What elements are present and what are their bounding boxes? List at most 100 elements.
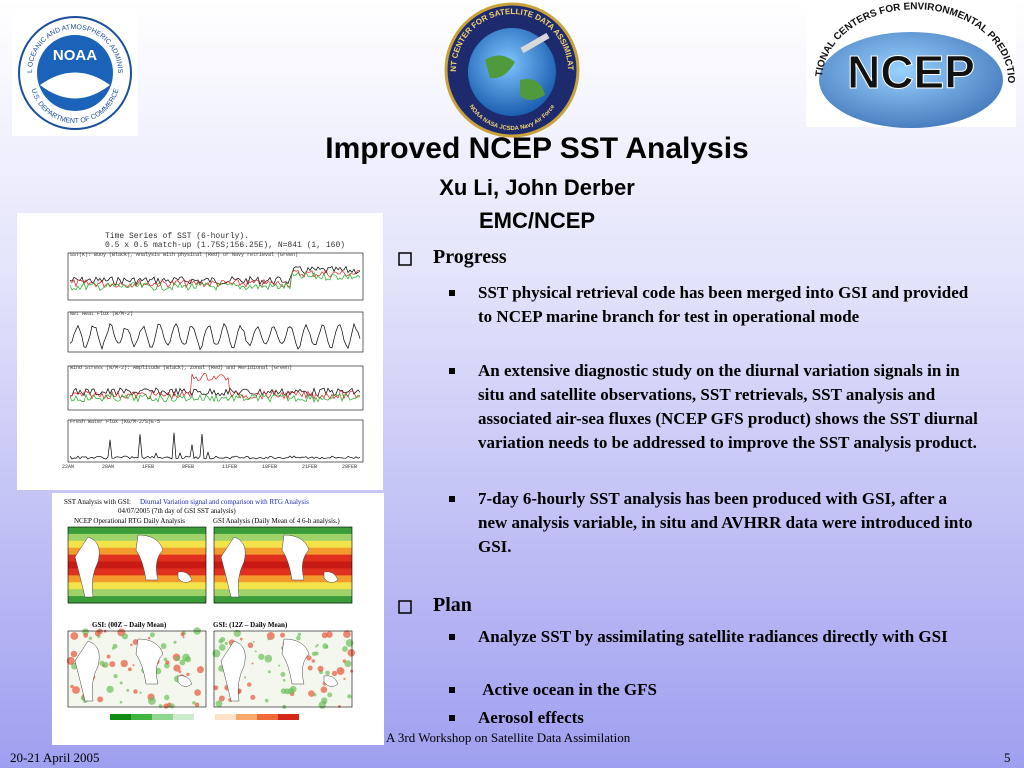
map-blob <box>164 694 170 701</box>
continents <box>220 638 339 702</box>
map-blob <box>192 701 196 705</box>
map-blob <box>308 690 315 697</box>
checkbox-icon <box>398 252 412 266</box>
map-blob <box>325 670 330 676</box>
map-blob <box>321 632 328 639</box>
map-frame <box>213 526 353 604</box>
map-blob <box>224 641 228 646</box>
maps-date: 04/07/2005 (7th day of GSI SST analysis) <box>118 507 236 515</box>
map-blob <box>347 694 352 699</box>
bullet-square <box>449 687 455 693</box>
map-band <box>214 568 352 576</box>
map-blob <box>267 670 271 674</box>
map-blob <box>182 636 185 639</box>
map-blob <box>119 681 123 685</box>
colorbar-cell <box>278 714 299 720</box>
map-blob <box>246 682 252 687</box>
time-series-plots <box>67 252 364 463</box>
map-blob <box>280 632 286 638</box>
map-blob <box>343 677 346 680</box>
authors: Xu Li, John Derber <box>439 175 635 200</box>
map-blob <box>113 674 118 679</box>
map-band <box>68 527 206 535</box>
map-blob <box>297 632 302 637</box>
map-blob <box>250 694 256 700</box>
ncep-name: NCEP <box>847 46 975 98</box>
map-blob <box>169 703 175 709</box>
map-blob <box>316 644 319 647</box>
map-blob <box>314 645 318 648</box>
map-blob <box>94 630 101 637</box>
map-band <box>214 575 352 583</box>
map-blob <box>267 638 270 641</box>
date-label: 8FEB <box>182 464 195 470</box>
map-frame <box>67 526 207 604</box>
noaa-name: NOAA <box>53 47 97 64</box>
map-caption: GSI: (00Z – Daily Mean) <box>92 621 167 629</box>
map-band <box>214 561 352 569</box>
colorbar-cell <box>215 714 236 720</box>
map-blob <box>342 646 348 652</box>
footer-page: 5 <box>1004 750 1011 765</box>
map-blob <box>314 651 319 656</box>
map-blob <box>109 661 116 668</box>
date-label: 28AN <box>102 464 115 470</box>
maps-title: SST Analysis with GSI: <box>64 498 131 506</box>
map-frame <box>213 630 353 708</box>
map-blob <box>127 667 132 672</box>
map-blob <box>336 667 345 675</box>
map-blob <box>99 660 105 666</box>
map-blob <box>132 639 139 645</box>
plot-panel <box>67 365 364 411</box>
map-blob <box>213 685 219 691</box>
trace <box>69 432 361 460</box>
map-blob <box>218 644 226 651</box>
colorbar-cell <box>194 714 215 720</box>
ncep-globe <box>819 32 1003 128</box>
bullet-item: Aerosol effects <box>478 708 584 727</box>
trace <box>69 271 361 291</box>
map-band <box>68 568 206 576</box>
map-blob <box>345 639 354 647</box>
map-band <box>68 582 206 590</box>
map-band <box>214 527 352 535</box>
map-blob <box>158 704 163 708</box>
map-blob <box>296 635 301 641</box>
panel-label: SST(K): Buoy (Black), Analysis with phys… <box>70 252 299 258</box>
map-blob <box>173 664 181 672</box>
map-blob <box>72 686 80 694</box>
jcsda-satellite <box>520 32 550 54</box>
time-series-figure <box>17 213 383 490</box>
date-label: 21FEB <box>302 464 318 470</box>
map-caption: NCEP Operational RTG Daily Analysis <box>74 517 185 525</box>
map-blob <box>343 630 351 639</box>
jcsda-land <box>485 55 545 100</box>
map-blob <box>133 689 138 694</box>
map-band <box>214 533 352 542</box>
map-blob <box>337 704 341 708</box>
figure-title: Time Series of SST (6-hourly). <box>105 232 250 241</box>
map-blob <box>327 692 333 698</box>
plot-panel <box>67 419 364 463</box>
map-blob <box>165 660 170 665</box>
map-band <box>214 596 352 604</box>
map-blob <box>112 643 118 649</box>
map-blob <box>215 700 223 708</box>
bullet-item: SST physical retrieval code has been mer… <box>478 283 973 326</box>
map-blob <box>278 664 281 667</box>
map-caption: GSI: (12Z – Daily Mean) <box>213 621 288 629</box>
map-band <box>68 554 206 563</box>
map-blob <box>322 700 327 705</box>
colorbar-cell <box>236 714 257 720</box>
map-blob <box>194 702 200 707</box>
map-band <box>214 554 352 563</box>
bullet-square <box>449 715 455 721</box>
colorbar-cell <box>110 714 131 720</box>
trace <box>69 265 361 286</box>
map-blob <box>186 672 190 677</box>
bullet-square <box>449 634 455 640</box>
map-blob <box>119 700 123 704</box>
map-blob <box>179 659 186 666</box>
map-band <box>68 589 206 597</box>
map-blob <box>160 643 167 649</box>
